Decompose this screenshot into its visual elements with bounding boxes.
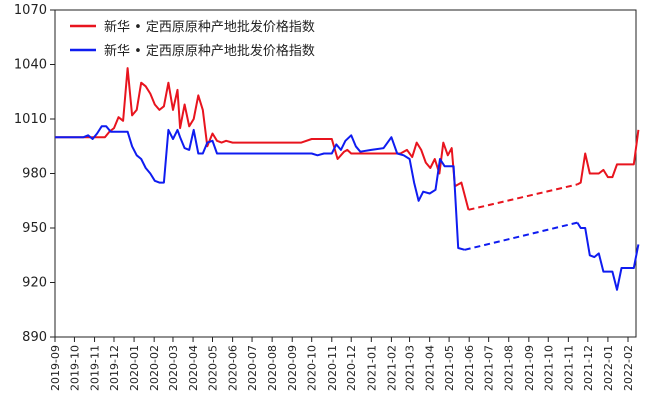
y-tick-label: 890 xyxy=(22,330,47,345)
plot-frame xyxy=(54,9,637,338)
red-series-dashed-line xyxy=(468,183,578,211)
x-tick-label: 2021-07 xyxy=(483,345,496,391)
x-tick-label: 2019-10 xyxy=(68,345,81,391)
y-tick-label: 1040 xyxy=(14,58,47,73)
y-tick-label: 920 xyxy=(22,276,47,291)
legend-label-red: 新华 • 定西原原种产地批发价格指数 xyxy=(104,19,315,35)
blue-series-solid-line xyxy=(55,125,465,251)
x-tick-label: 2021-01 xyxy=(365,345,378,391)
x-tick-label: 2021-05 xyxy=(443,345,456,391)
blue-series-dashed-line xyxy=(464,221,578,251)
x-tick-label: 2020-03 xyxy=(167,345,180,391)
x-tick-label: 2020-11 xyxy=(326,345,339,391)
x-tick-label: 2021-08 xyxy=(503,345,516,391)
x-tick-label: 2020-07 xyxy=(246,345,259,391)
x-tick-label: 2020-08 xyxy=(266,345,279,391)
x-tick-label: 2022-02 xyxy=(622,345,635,391)
axes xyxy=(54,9,637,338)
x-tick-label: 2019-12 xyxy=(108,345,121,391)
x-tick-label: 2020-10 xyxy=(306,345,319,391)
x-tick-label: 2020-04 xyxy=(187,345,200,391)
x-tick-label: 2021-06 xyxy=(463,345,476,391)
x-tick-label: 2021-03 xyxy=(404,345,417,391)
x-tick-label: 2020-06 xyxy=(227,345,240,391)
x-axis-ticks: 2019-09 2019-10 2019-11 2019-12 2020-01 2020-… xyxy=(49,337,635,391)
legend-label-blue: 新华 • 定西原原种产地批发价格指数 xyxy=(104,43,315,59)
x-tick-label: 2020-01 xyxy=(128,345,141,391)
blue-series-solid-line xyxy=(576,222,640,291)
x-tick-label: 2021-11 xyxy=(562,345,575,391)
x-tick-label: 2021-04 xyxy=(424,345,437,391)
x-tick-label: 2019-09 xyxy=(49,345,62,391)
y-tick-label: 980 xyxy=(22,167,47,182)
x-tick-label: 2021-02 xyxy=(385,345,398,391)
y-tick-label: 950 xyxy=(22,221,47,236)
y-axis-ticks: 890 920 950 980 1010 1040 1070 xyxy=(14,3,55,345)
x-tick-label: 2022-01 xyxy=(602,345,615,391)
y-tick-label: 1070 xyxy=(14,3,47,18)
x-tick-label: 2021-09 xyxy=(523,345,536,391)
x-tick-label: 2020-09 xyxy=(286,345,299,391)
series-lines xyxy=(55,67,640,291)
red-series-solid-line xyxy=(576,129,640,186)
legend: 新华 • 定西原原种产地批发价格指数 新华 • 定西原原种产地批发价格指数 xyxy=(70,19,315,59)
x-tick-label: 2021-12 xyxy=(582,345,595,391)
x-tick-label: 2020-05 xyxy=(207,345,220,391)
y-tick-label: 1010 xyxy=(14,112,47,127)
x-tick-label: 2021-10 xyxy=(542,345,555,391)
red-series-solid-line xyxy=(55,67,470,211)
x-tick-label: 2019-11 xyxy=(89,345,102,391)
x-tick-label: 2020-12 xyxy=(345,345,358,391)
x-tick-label: 2020-02 xyxy=(148,345,161,391)
